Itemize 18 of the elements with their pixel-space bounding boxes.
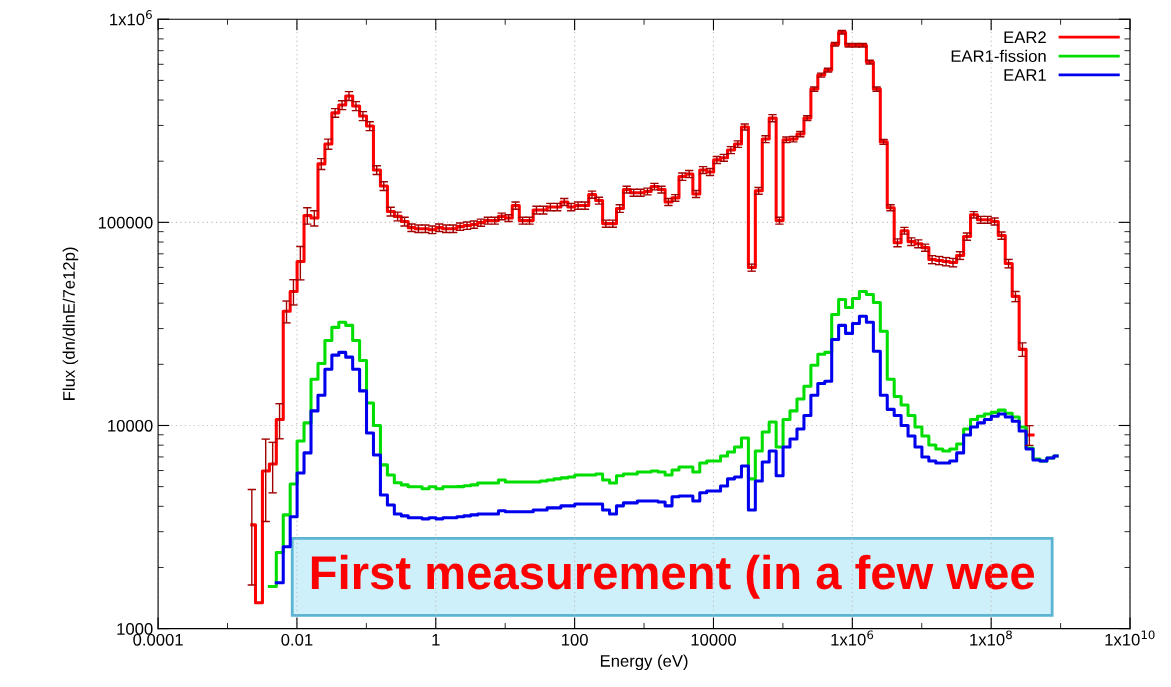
x-tick-label: 1x10$^{8}$ [970,630,1012,646]
legend-label: EAR2 [1004,31,1046,43]
y-tick-label: 1x10$^{6}$ [110,10,152,26]
x-axis-title: Energy (eV) [600,654,688,671]
x-tick-label: 1x10$^{6}$ [831,630,874,646]
x-tick-label: 1x10$^{10}$ [1105,630,1155,646]
x-tick-label: 1 [432,634,440,646]
y-tick-label: 100000 [98,216,153,229]
x-tick-label: 10000 [691,633,736,646]
y-tick-label: 1000 [117,623,153,635]
legend-label: EAR1-fission [951,49,1046,63]
y-tick-label: 10000 [108,419,153,432]
x-tick-label: 0.0001 [133,633,183,646]
legend-label: EAR1 [1004,69,1046,81]
x-tick-label: 100 [561,633,588,646]
x-tick-label: 0.01 [281,633,313,646]
y-axis-title: Flux (dn/dlnE/7e12p) [62,247,79,400]
annotation: First measurement (in a few wee [311,554,1035,599]
